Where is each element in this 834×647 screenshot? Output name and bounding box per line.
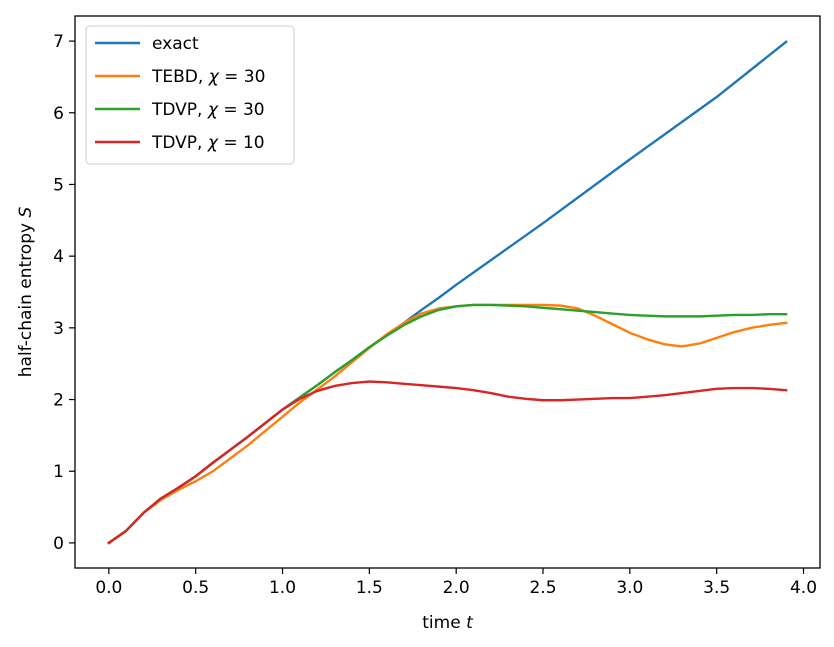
y-tick-label: 0 bbox=[53, 534, 64, 554]
series-line-3 bbox=[107, 380, 788, 545]
x-axis-title: time t bbox=[422, 613, 474, 633]
x-tick-label: 2.0 bbox=[443, 578, 470, 598]
plot-lines bbox=[107, 40, 788, 545]
y-tick-label: 6 bbox=[53, 104, 64, 124]
x-tick-label: 3.0 bbox=[616, 578, 643, 598]
x-axis-label: time t bbox=[422, 613, 474, 633]
series-line-1 bbox=[107, 303, 788, 545]
y-axis-title: half-chain entropy S bbox=[16, 207, 36, 378]
y-tick-label: 4 bbox=[53, 247, 64, 267]
legend-box bbox=[85, 25, 295, 165]
axes-frame bbox=[74, 15, 821, 569]
legend-label-2: TDVP, χ = 30 bbox=[151, 100, 265, 120]
y-tick-label: 5 bbox=[53, 175, 64, 195]
x-tick-label: 1.5 bbox=[356, 578, 383, 598]
legend-label-1: TEBD, χ = 30 bbox=[151, 67, 265, 87]
x-tick-label: 2.5 bbox=[529, 578, 556, 598]
y-axis-label: half-chain entropy S bbox=[16, 207, 36, 378]
y-tick-label: 2 bbox=[53, 391, 64, 411]
x-tick-label: 0.5 bbox=[182, 578, 209, 598]
y-tick-label: 3 bbox=[53, 319, 64, 339]
legend: exact TEBD, χ = 30 TDVP, χ = 30 TDVP, χ = 1… bbox=[85, 25, 295, 165]
x-tick-label: 1.0 bbox=[269, 578, 296, 598]
legend-label-3: TDVP, χ = 10 bbox=[151, 133, 265, 153]
series-line-2 bbox=[107, 303, 788, 545]
y-axis-ticks: 0 1 2 3 4 5 6 7 bbox=[53, 32, 75, 554]
x-tick-label: 4.0 bbox=[790, 578, 817, 598]
x-tick-label: 0.0 bbox=[95, 578, 122, 598]
x-tick-label: 3.5 bbox=[703, 578, 730, 598]
y-tick-label: 1 bbox=[53, 462, 64, 482]
legend-label-0: exact bbox=[152, 34, 199, 54]
y-tick-label: 7 bbox=[53, 32, 64, 52]
x-axis-ticks: 0.0 0.5 1.0 1.5 2.0 2.5 3.0 3.5 4.0 bbox=[95, 568, 817, 598]
